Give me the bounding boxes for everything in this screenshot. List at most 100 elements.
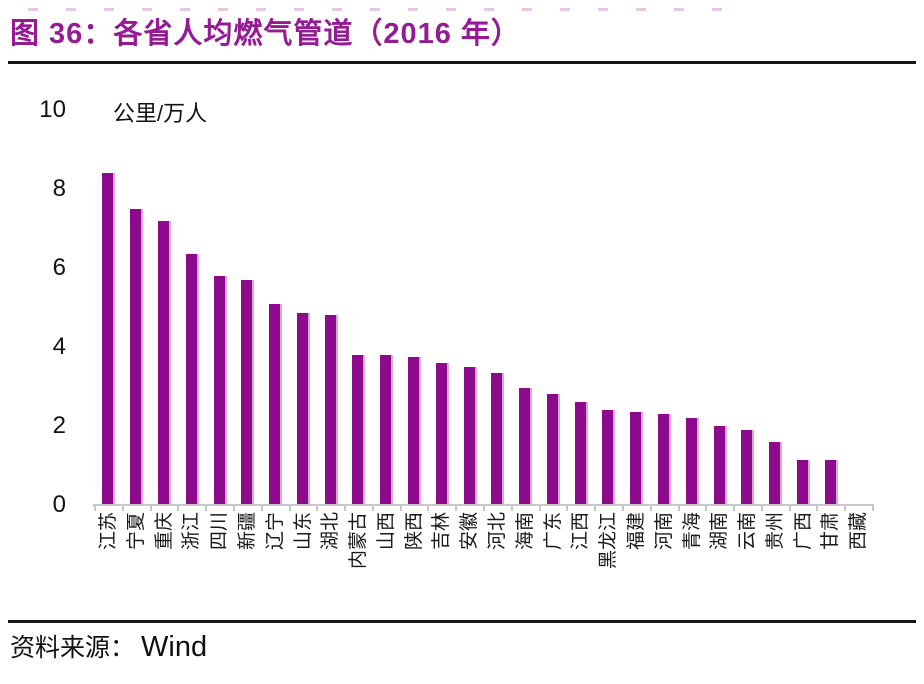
y-axis-unit-label: 公里/万人 xyxy=(113,101,208,126)
axis-tick xyxy=(149,506,152,511)
source-label: 资料来源： xyxy=(10,635,136,662)
x-label-slot: 贵州 xyxy=(762,512,790,612)
bar-slot xyxy=(540,110,568,505)
axis-tick xyxy=(232,506,235,511)
x-category-label: 黑龙江 xyxy=(598,512,620,570)
bar xyxy=(741,429,755,505)
x-label-slot: 江苏 xyxy=(95,512,123,612)
y-tick-label: 6 xyxy=(52,254,66,281)
y-tick-label: 2 xyxy=(52,412,66,439)
bar-slot xyxy=(401,110,429,505)
y-tick-label: 0 xyxy=(52,491,66,518)
x-label-slot: 山西 xyxy=(373,512,401,612)
axis-tick xyxy=(816,506,819,511)
x-label-slot: 黑龙江 xyxy=(595,512,623,612)
x-category-label: 浙江 xyxy=(181,512,203,551)
bar-slot xyxy=(706,110,734,505)
x-category-label: 广东 xyxy=(542,512,564,551)
axis-tick xyxy=(510,506,513,511)
axis-tick xyxy=(399,506,402,511)
bar-slot xyxy=(262,110,290,505)
x-label-slot: 江西 xyxy=(567,512,595,612)
bar-slot xyxy=(595,110,623,505)
bar-slot xyxy=(373,110,401,505)
bar-slot xyxy=(123,110,151,505)
x-label-slot: 湖北 xyxy=(317,512,345,612)
x-label-slot: 海南 xyxy=(512,512,540,612)
y-tick-label: 8 xyxy=(52,175,66,202)
axis-tick xyxy=(872,506,874,511)
x-label-slot: 新疆 xyxy=(234,512,262,612)
axis-tick xyxy=(344,506,347,511)
bar xyxy=(407,356,421,505)
bar xyxy=(185,254,199,505)
x-axis-category-labels: 江苏 宁夏 重庆 浙江 四川 新疆 辽宁 山东 湖北 内蒙古 山西 陕西 吉林 安徽 河北 海南 广东 江西 黑龙江… xyxy=(95,512,873,612)
bar xyxy=(769,441,783,505)
bar xyxy=(574,402,588,505)
bar xyxy=(269,303,283,505)
axis-tick xyxy=(566,506,569,511)
bar-slot xyxy=(234,110,262,505)
x-category-label: 贵州 xyxy=(764,512,786,551)
x-category-label: 江西 xyxy=(570,512,592,551)
x-label-slot: 内蒙古 xyxy=(345,512,373,612)
axis-tick xyxy=(483,506,485,511)
x-label-slot: 西藏 xyxy=(845,512,873,612)
x-label-slot: 辽宁 xyxy=(262,512,290,612)
x-category-label: 西藏 xyxy=(848,512,870,551)
bar xyxy=(102,173,116,505)
x-label-slot: 河南 xyxy=(651,512,679,612)
bar xyxy=(602,410,616,505)
axis-tick xyxy=(455,506,458,511)
x-label-slot: 青海 xyxy=(679,512,707,612)
bar-slot xyxy=(845,110,873,505)
x-category-label: 辽宁 xyxy=(264,512,286,551)
title-divider xyxy=(8,61,916,64)
x-label-slot: 四川 xyxy=(206,512,234,612)
axis-tick xyxy=(760,506,763,511)
x-label-slot: 湖南 xyxy=(706,512,734,612)
x-label-slot: 河北 xyxy=(484,512,512,612)
bar-slot xyxy=(484,110,512,505)
x-category-label: 重庆 xyxy=(153,512,175,551)
axis-tick xyxy=(705,506,708,511)
axis-tick xyxy=(621,506,624,511)
x-category-label: 甘肃 xyxy=(820,512,842,551)
x-category-label: 山西 xyxy=(375,512,397,551)
y-tick-label: 10 xyxy=(39,96,66,123)
bar xyxy=(241,279,255,505)
axis-tick xyxy=(205,506,208,511)
bar-slot xyxy=(623,110,651,505)
bar-slot xyxy=(289,110,317,505)
x-label-slot: 浙江 xyxy=(178,512,206,612)
bar xyxy=(824,459,838,505)
x-category-label: 河北 xyxy=(487,512,508,551)
bar xyxy=(463,366,477,505)
bar xyxy=(491,372,505,505)
axis-tick xyxy=(733,506,736,511)
x-category-label: 云南 xyxy=(737,512,759,551)
x-category-label: 湖南 xyxy=(709,512,731,551)
x-category-label: 陕西 xyxy=(403,512,425,551)
axis-tick xyxy=(94,506,96,511)
x-category-label: 江苏 xyxy=(98,512,119,551)
bar xyxy=(796,459,810,505)
axis-tick xyxy=(538,506,541,511)
bar xyxy=(130,208,144,505)
axis-tick xyxy=(788,506,791,511)
bar-slot xyxy=(95,110,123,505)
bar xyxy=(157,220,171,505)
x-axis-line xyxy=(93,504,874,506)
x-label-slot: 云南 xyxy=(734,512,762,612)
bar xyxy=(352,354,366,505)
x-category-label: 广西 xyxy=(792,512,814,551)
x-label-slot: 甘肃 xyxy=(817,512,845,612)
axis-tick xyxy=(594,506,597,511)
bar xyxy=(685,418,699,505)
x-category-label: 四川 xyxy=(209,512,231,551)
x-category-label: 青海 xyxy=(681,512,703,551)
x-label-slot: 吉林 xyxy=(428,512,456,612)
bar-slot xyxy=(651,110,679,505)
y-tick-label: 4 xyxy=(52,333,66,360)
